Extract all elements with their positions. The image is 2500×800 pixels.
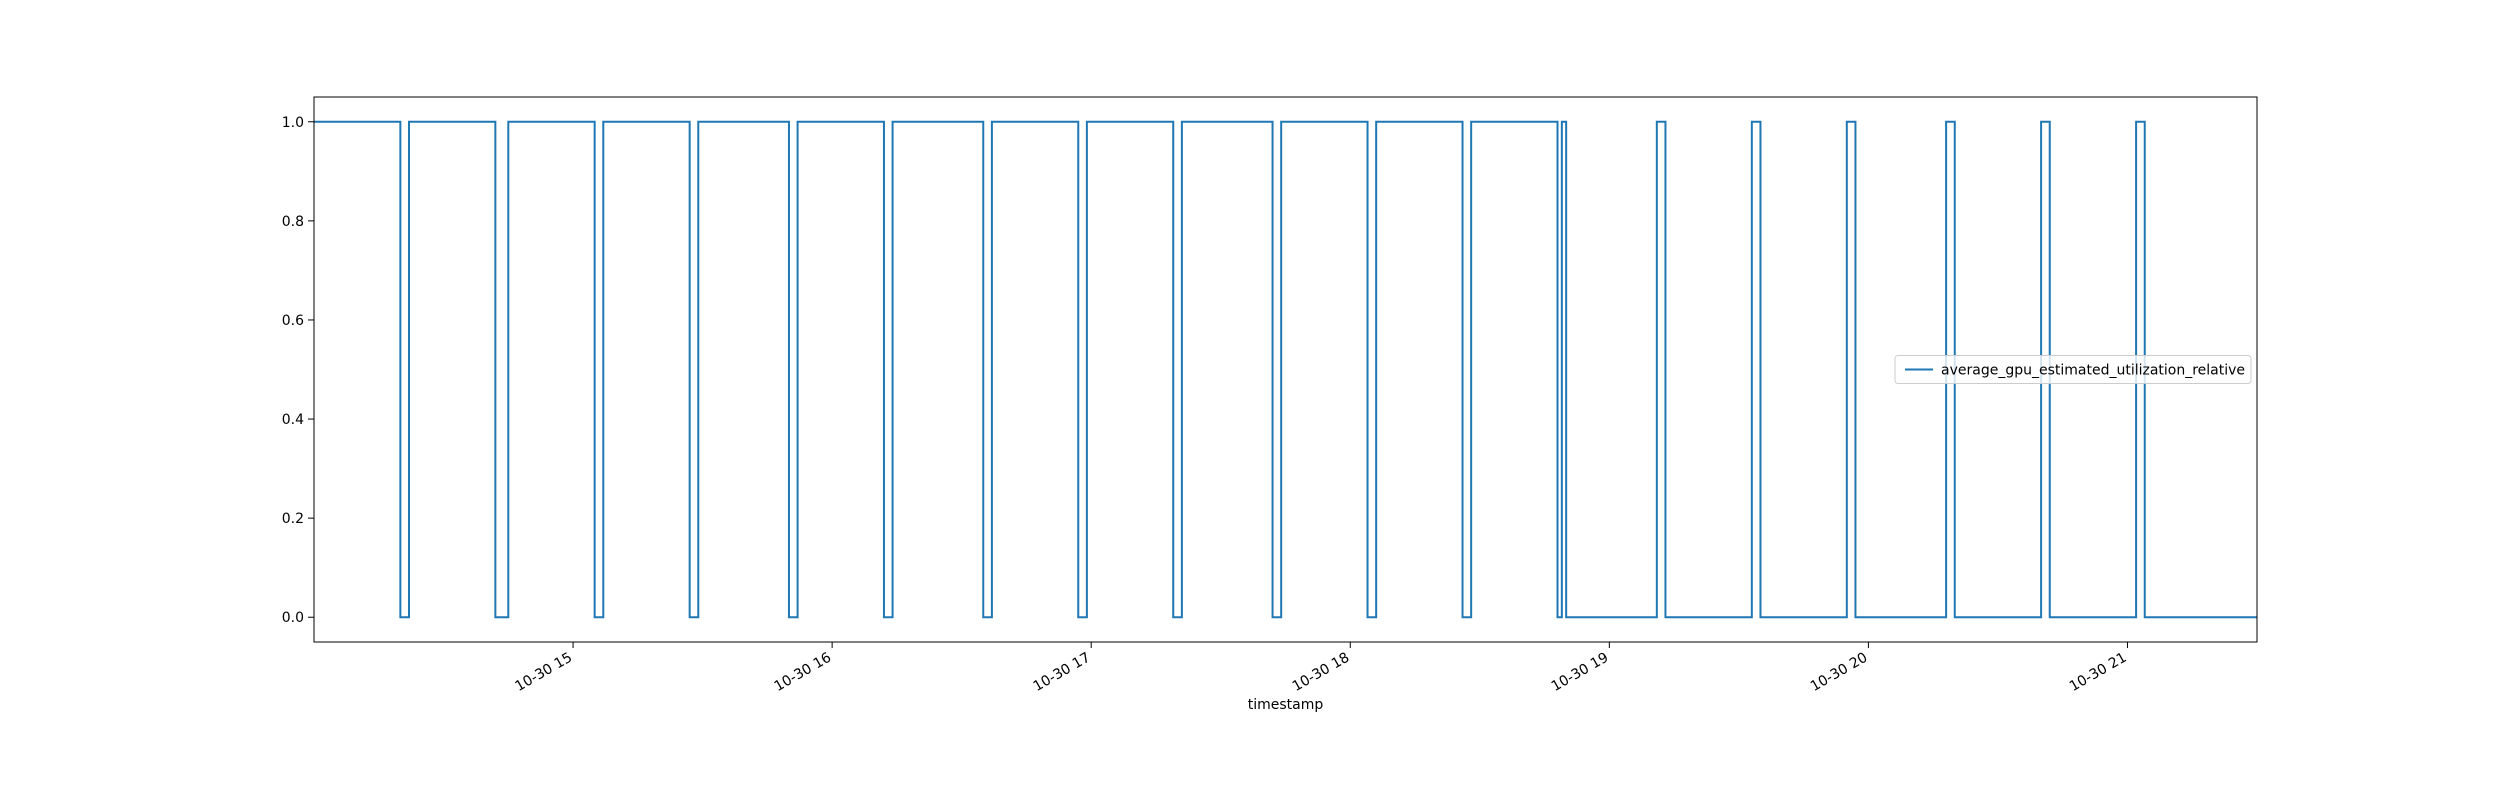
y-tick-label-2: 0.4 [282,412,304,428]
legend-box [1894,355,2252,384]
y-axis-ticks: 0.0 0.2 0.4 0.6 0.8 1.0 [282,115,314,626]
y-tick-label-3: 0.6 [282,313,304,329]
series-layer [314,120,2257,619]
y-tick-label-4: 0.8 [282,214,304,230]
y-tick-label-1: 0.2 [282,511,304,527]
legend-label: average_gpu_estimated_utilization_relati… [1941,363,2245,379]
legend: average_gpu_estimated_utilization_relati… [1894,355,2252,384]
axes-frame [313,96,2258,643]
series-line-0 [314,120,2257,619]
y-tick-label-5: 1.0 [282,115,304,131]
y-tick-label-0: 0.0 [282,610,304,626]
x-axis-label: timestamp [1248,697,1324,713]
